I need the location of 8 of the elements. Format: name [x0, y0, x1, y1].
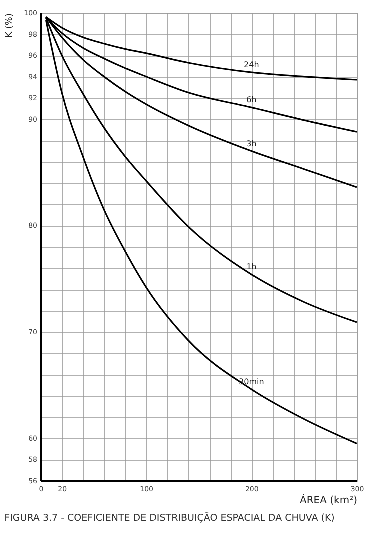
y-axis-title: K (%) — [5, 14, 16, 38]
text: FIGURA 3.7 - COEFICIENTE DE DISTRIBUIÇÃO ESPACIAL DA CHUVA (K) — [4, 512, 335, 524]
series-label: 30min — [239, 378, 264, 387]
series-label: 24h — [244, 60, 260, 70]
series-label: 6h — [246, 96, 257, 105]
series-label: 3h — [246, 139, 257, 148]
x-axis-title: ÁREA (km²) — [300, 494, 358, 506]
series-label: 1h — [246, 262, 257, 272]
